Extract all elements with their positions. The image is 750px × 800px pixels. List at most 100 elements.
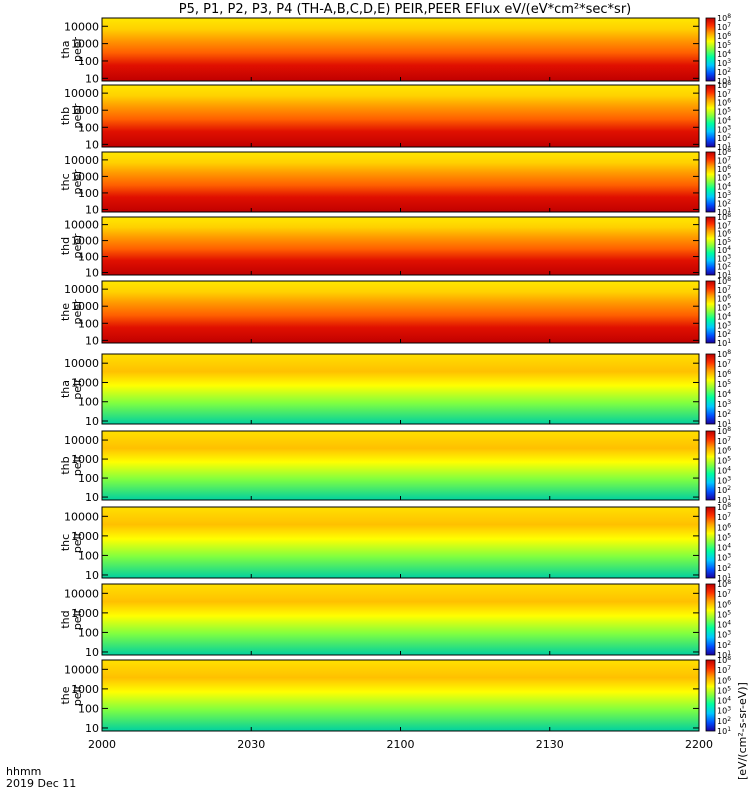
colorbar-tick-label: 104 (717, 620, 731, 630)
spectrogram-thc-peer (102, 152, 699, 212)
colorbar-tick-label: 101 (717, 726, 731, 736)
colorbar-tick-exp: 4 (727, 115, 731, 122)
colorbar-tick-base: 10 (717, 486, 727, 495)
y-tick-label: 100 (78, 702, 99, 715)
colorbar-tick-label: 103 (717, 320, 731, 330)
colorbar-tick-label: 105 (717, 303, 731, 313)
colorbar-tick-label: 105 (717, 532, 731, 542)
colorbar-tick-label: 108 (717, 502, 731, 512)
colorbar-tick-label: 108 (717, 349, 731, 359)
colorbar-tick-label: 106 (717, 229, 731, 239)
colorbar-tick-label: 107 (717, 220, 731, 230)
colorbar-tick-exp: 2 (727, 716, 731, 723)
colorbar-tick-exp: 4 (727, 181, 731, 188)
colorbar-tick-base: 10 (717, 77, 727, 86)
y-tick-label: 10000 (64, 434, 99, 447)
colorbar-tick-base: 10 (717, 14, 727, 23)
colorbar-tick-label: 104 (717, 245, 731, 255)
colorbar-tick-base: 10 (717, 230, 727, 239)
y-tick-label: 100 (78, 55, 99, 68)
y-tick-label: 1000 (71, 38, 99, 51)
colorbar-tick-exp: 1 (727, 270, 731, 277)
colorbar-tick-exp: 3 (727, 124, 731, 131)
colorbar-tick-base: 10 (717, 427, 727, 436)
colorbar-tick-exp: 8 (727, 349, 731, 356)
colorbar-tick-label: 107 (717, 359, 731, 369)
colorbar-tick-label: 105 (717, 379, 731, 389)
colorbar-tick-base: 10 (717, 707, 727, 716)
colorbar-tick-base: 10 (717, 564, 727, 573)
colorbar-tick-base: 10 (717, 420, 727, 429)
y-tick-label: 10 (85, 72, 99, 85)
colorbar-tick-exp: 7 (727, 589, 731, 596)
colorbar-tick-label: 102 (717, 563, 731, 573)
colorbar-tick-exp: 7 (727, 665, 731, 672)
colorbar-tick-label: 103 (717, 124, 731, 134)
colorbar-tick-base: 10 (717, 410, 727, 419)
colorbar-tick-base: 10 (717, 165, 727, 174)
colorbar-tick-label: 101 (717, 495, 731, 505)
colorbar-tick-base: 10 (717, 437, 727, 446)
colorbar-tick-base: 10 (717, 400, 727, 409)
colorbar-tick-exp: 1 (727, 573, 731, 580)
colorbar-tick-label: 106 (717, 294, 731, 304)
colorbar-tick-exp: 6 (727, 369, 731, 376)
colorbar-tick-label: 102 (717, 485, 731, 495)
panel-type: peir (71, 454, 84, 476)
colorbar-tick-label: 106 (717, 164, 731, 174)
colorbar-tick-base: 10 (717, 466, 727, 475)
colorbar-tick-exp: 7 (727, 22, 731, 29)
colorbar-tick-base: 10 (717, 277, 727, 286)
colorbar-label: [eV/(cm²-s-sr-eV)] (736, 682, 749, 780)
colorbar-tick-label: 101 (717, 207, 731, 217)
y-tick-label: 100 (78, 626, 99, 639)
colorbar-tick-label: 107 (717, 665, 731, 675)
colorbar-tick-exp: 7 (727, 220, 731, 227)
colorbar-tick-exp: 6 (727, 164, 731, 171)
colorbar-tick-exp: 1 (727, 142, 731, 149)
colorbar-tick-exp: 6 (727, 294, 731, 301)
colorbar-tick-base: 10 (717, 312, 727, 321)
y-tick-label: 10000 (64, 154, 99, 167)
colorbar-tick-base: 10 (717, 213, 727, 222)
colorbar-tick-exp: 6 (727, 229, 731, 236)
colorbar-tick-base: 10 (717, 590, 727, 599)
colorbar-tick-base: 10 (717, 199, 727, 208)
colorbar-tick-exp: 5 (727, 107, 731, 114)
panels: 10100100010000thapeer1081071061051041031… (59, 13, 731, 751)
colorbar (705, 84, 716, 148)
colorbar-tick-base: 10 (717, 238, 727, 247)
colorbar-tick-label: 101 (717, 338, 731, 348)
colorbar-tick-label: 108 (717, 212, 731, 222)
colorbar-tick-label: 107 (717, 512, 731, 522)
colorbar-tick-label: 104 (717, 389, 731, 399)
colorbar-tick-base: 10 (717, 380, 727, 389)
colorbar-tick-base: 10 (717, 221, 727, 230)
colorbar-tick-exp: 7 (727, 512, 731, 519)
colorbar-tick-exp: 7 (727, 359, 731, 366)
colorbar-tick-base: 10 (717, 580, 727, 589)
colorbar (705, 583, 716, 656)
colorbar-tick-base: 10 (717, 656, 727, 665)
colorbar-tick-base: 10 (717, 610, 727, 619)
colorbar (705, 353, 716, 425)
date-label: 2019 Dec 11 (6, 777, 76, 790)
colorbar-tick-exp: 1 (727, 495, 731, 502)
colorbar-tick-exp: 2 (727, 133, 731, 140)
colorbar-tick-base: 10 (717, 208, 727, 217)
colorbar-tick-base: 10 (717, 246, 727, 255)
colorbar-tick-label: 102 (717, 409, 731, 419)
colorbar-tick-base: 10 (717, 513, 727, 522)
x-tick-label: 2130 (536, 738, 564, 751)
colorbar (705, 430, 716, 501)
colorbar-tick-exp: 1 (727, 76, 731, 83)
colorbar-tick-label: 102 (717, 133, 731, 143)
panel-probe: tha (59, 40, 72, 58)
colorbar-tick-label: 108 (717, 276, 731, 286)
colorbar-tick-label: 105 (717, 40, 731, 50)
colorbar-tick-label: 106 (717, 675, 731, 685)
colorbar-tick-label: 108 (717, 579, 731, 589)
colorbar-tick-label: 105 (717, 456, 731, 466)
colorbar-tick-label: 104 (717, 465, 731, 475)
